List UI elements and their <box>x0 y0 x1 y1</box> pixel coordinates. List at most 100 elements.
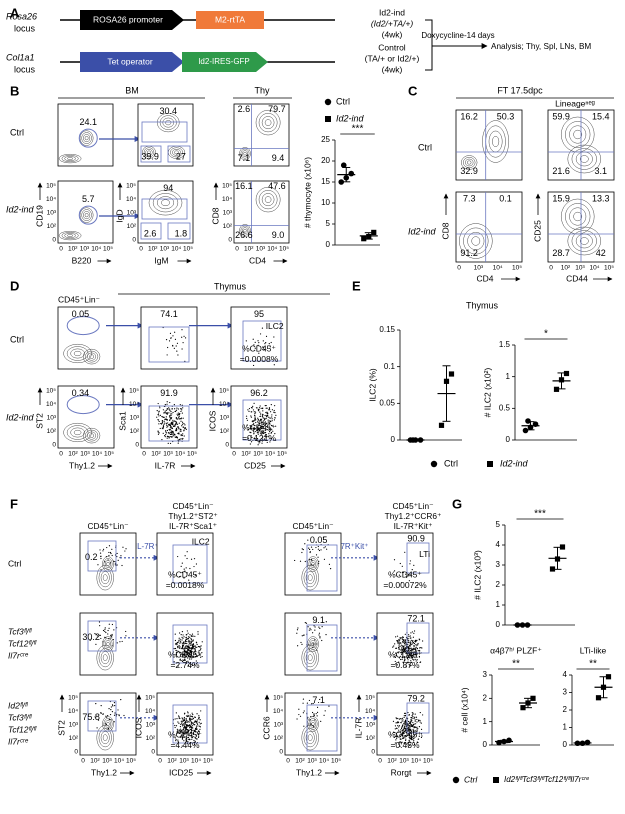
event-dot <box>262 414 264 416</box>
axis-tick-label: 10⁵ <box>104 451 114 458</box>
event-dot <box>186 630 188 632</box>
event-dot <box>186 637 188 640</box>
axis-tick-label: 10⁵ <box>512 265 522 272</box>
event-dot <box>186 740 188 742</box>
event-dot <box>314 639 316 641</box>
event-dot <box>312 643 314 645</box>
event-dot <box>398 661 400 663</box>
event-dot <box>299 715 302 717</box>
axis-tick-label: 10³ <box>274 722 284 729</box>
event-dot <box>250 407 253 409</box>
event-dot <box>412 723 414 726</box>
event-dot <box>268 425 270 427</box>
event-dot <box>252 405 254 408</box>
event-dot <box>169 429 172 431</box>
event-dot <box>313 713 315 715</box>
event-dot <box>406 657 409 659</box>
gate-value: =0.0008% <box>240 354 279 364</box>
event-dot <box>125 548 127 550</box>
contour <box>85 350 99 363</box>
event-dot <box>411 724 414 727</box>
axis-label: Sca1 <box>117 411 127 431</box>
event-dot <box>312 548 314 551</box>
label: Ctrl <box>418 142 432 152</box>
event-dot <box>301 548 303 550</box>
event-dot <box>249 443 251 445</box>
y-axis-label: ILC2 (%) <box>367 368 377 402</box>
contour <box>162 117 174 128</box>
event-dot <box>178 639 180 641</box>
event-dot <box>107 715 109 717</box>
event-dot <box>195 734 197 736</box>
gate-value: 0.05 <box>310 535 328 545</box>
event-dot <box>167 408 169 410</box>
contour <box>264 196 272 203</box>
event-dot <box>304 560 306 563</box>
flow-plot <box>79 612 137 676</box>
event-dot <box>194 655 197 658</box>
event-dot <box>192 646 194 648</box>
event-dot <box>262 426 264 428</box>
axis-tick-label: 10⁵ <box>46 388 56 395</box>
event-dot <box>318 549 321 552</box>
data-point <box>448 371 455 377</box>
event-dot <box>182 729 184 731</box>
contour <box>239 224 251 238</box>
contour <box>174 150 179 155</box>
event-dot <box>415 726 417 729</box>
event-dot <box>161 415 163 418</box>
event-dot <box>254 427 256 429</box>
data-point <box>338 179 345 185</box>
event-dot <box>190 721 192 723</box>
event-dot <box>314 719 316 721</box>
contour <box>61 232 79 240</box>
event-dot <box>190 650 192 652</box>
event-dot <box>254 416 256 418</box>
event-dot <box>315 554 318 556</box>
event-dot <box>185 639 187 641</box>
axis-tick-label: 10⁴ <box>493 265 503 272</box>
contour <box>89 433 94 438</box>
event-dot <box>252 338 254 340</box>
event-dot <box>408 640 410 642</box>
event-dot <box>96 635 98 637</box>
contour <box>311 641 315 647</box>
event-dot <box>248 407 251 410</box>
event-dot <box>187 731 189 733</box>
event-dot <box>394 731 396 734</box>
event-dot <box>411 714 413 717</box>
event-dot <box>180 652 182 654</box>
event-dot <box>413 645 415 647</box>
gate-value: 0.1 <box>499 193 512 203</box>
axis-tick-label: 0 <box>228 237 232 244</box>
event-dot <box>179 632 181 634</box>
flow-plot <box>230 306 288 370</box>
event-dot <box>169 401 171 404</box>
event-dot <box>265 436 267 438</box>
event-dot <box>109 713 112 716</box>
event-dot <box>312 632 314 634</box>
event-dot <box>170 436 172 438</box>
event-dot <box>406 662 408 664</box>
event-dot <box>171 426 173 429</box>
event-dot <box>190 723 192 725</box>
event-dot <box>404 712 407 714</box>
event-dot <box>413 726 415 728</box>
contour <box>172 149 181 156</box>
event-dot <box>252 427 254 430</box>
event-dot <box>189 636 191 638</box>
event-dot <box>412 642 414 644</box>
axis-tick-label: 0 <box>371 749 375 756</box>
contour <box>569 207 587 226</box>
event-dot <box>410 639 412 641</box>
event-dot <box>171 436 173 438</box>
event-dot <box>198 650 200 652</box>
gate-value: 1.8 <box>175 229 188 239</box>
axis-tick-label: 10² <box>167 758 177 765</box>
event-dot <box>274 412 276 414</box>
event-dot <box>302 548 304 551</box>
event-dot <box>108 545 111 547</box>
event-dot <box>257 440 259 442</box>
contour <box>145 149 153 156</box>
event-dot <box>188 649 190 651</box>
